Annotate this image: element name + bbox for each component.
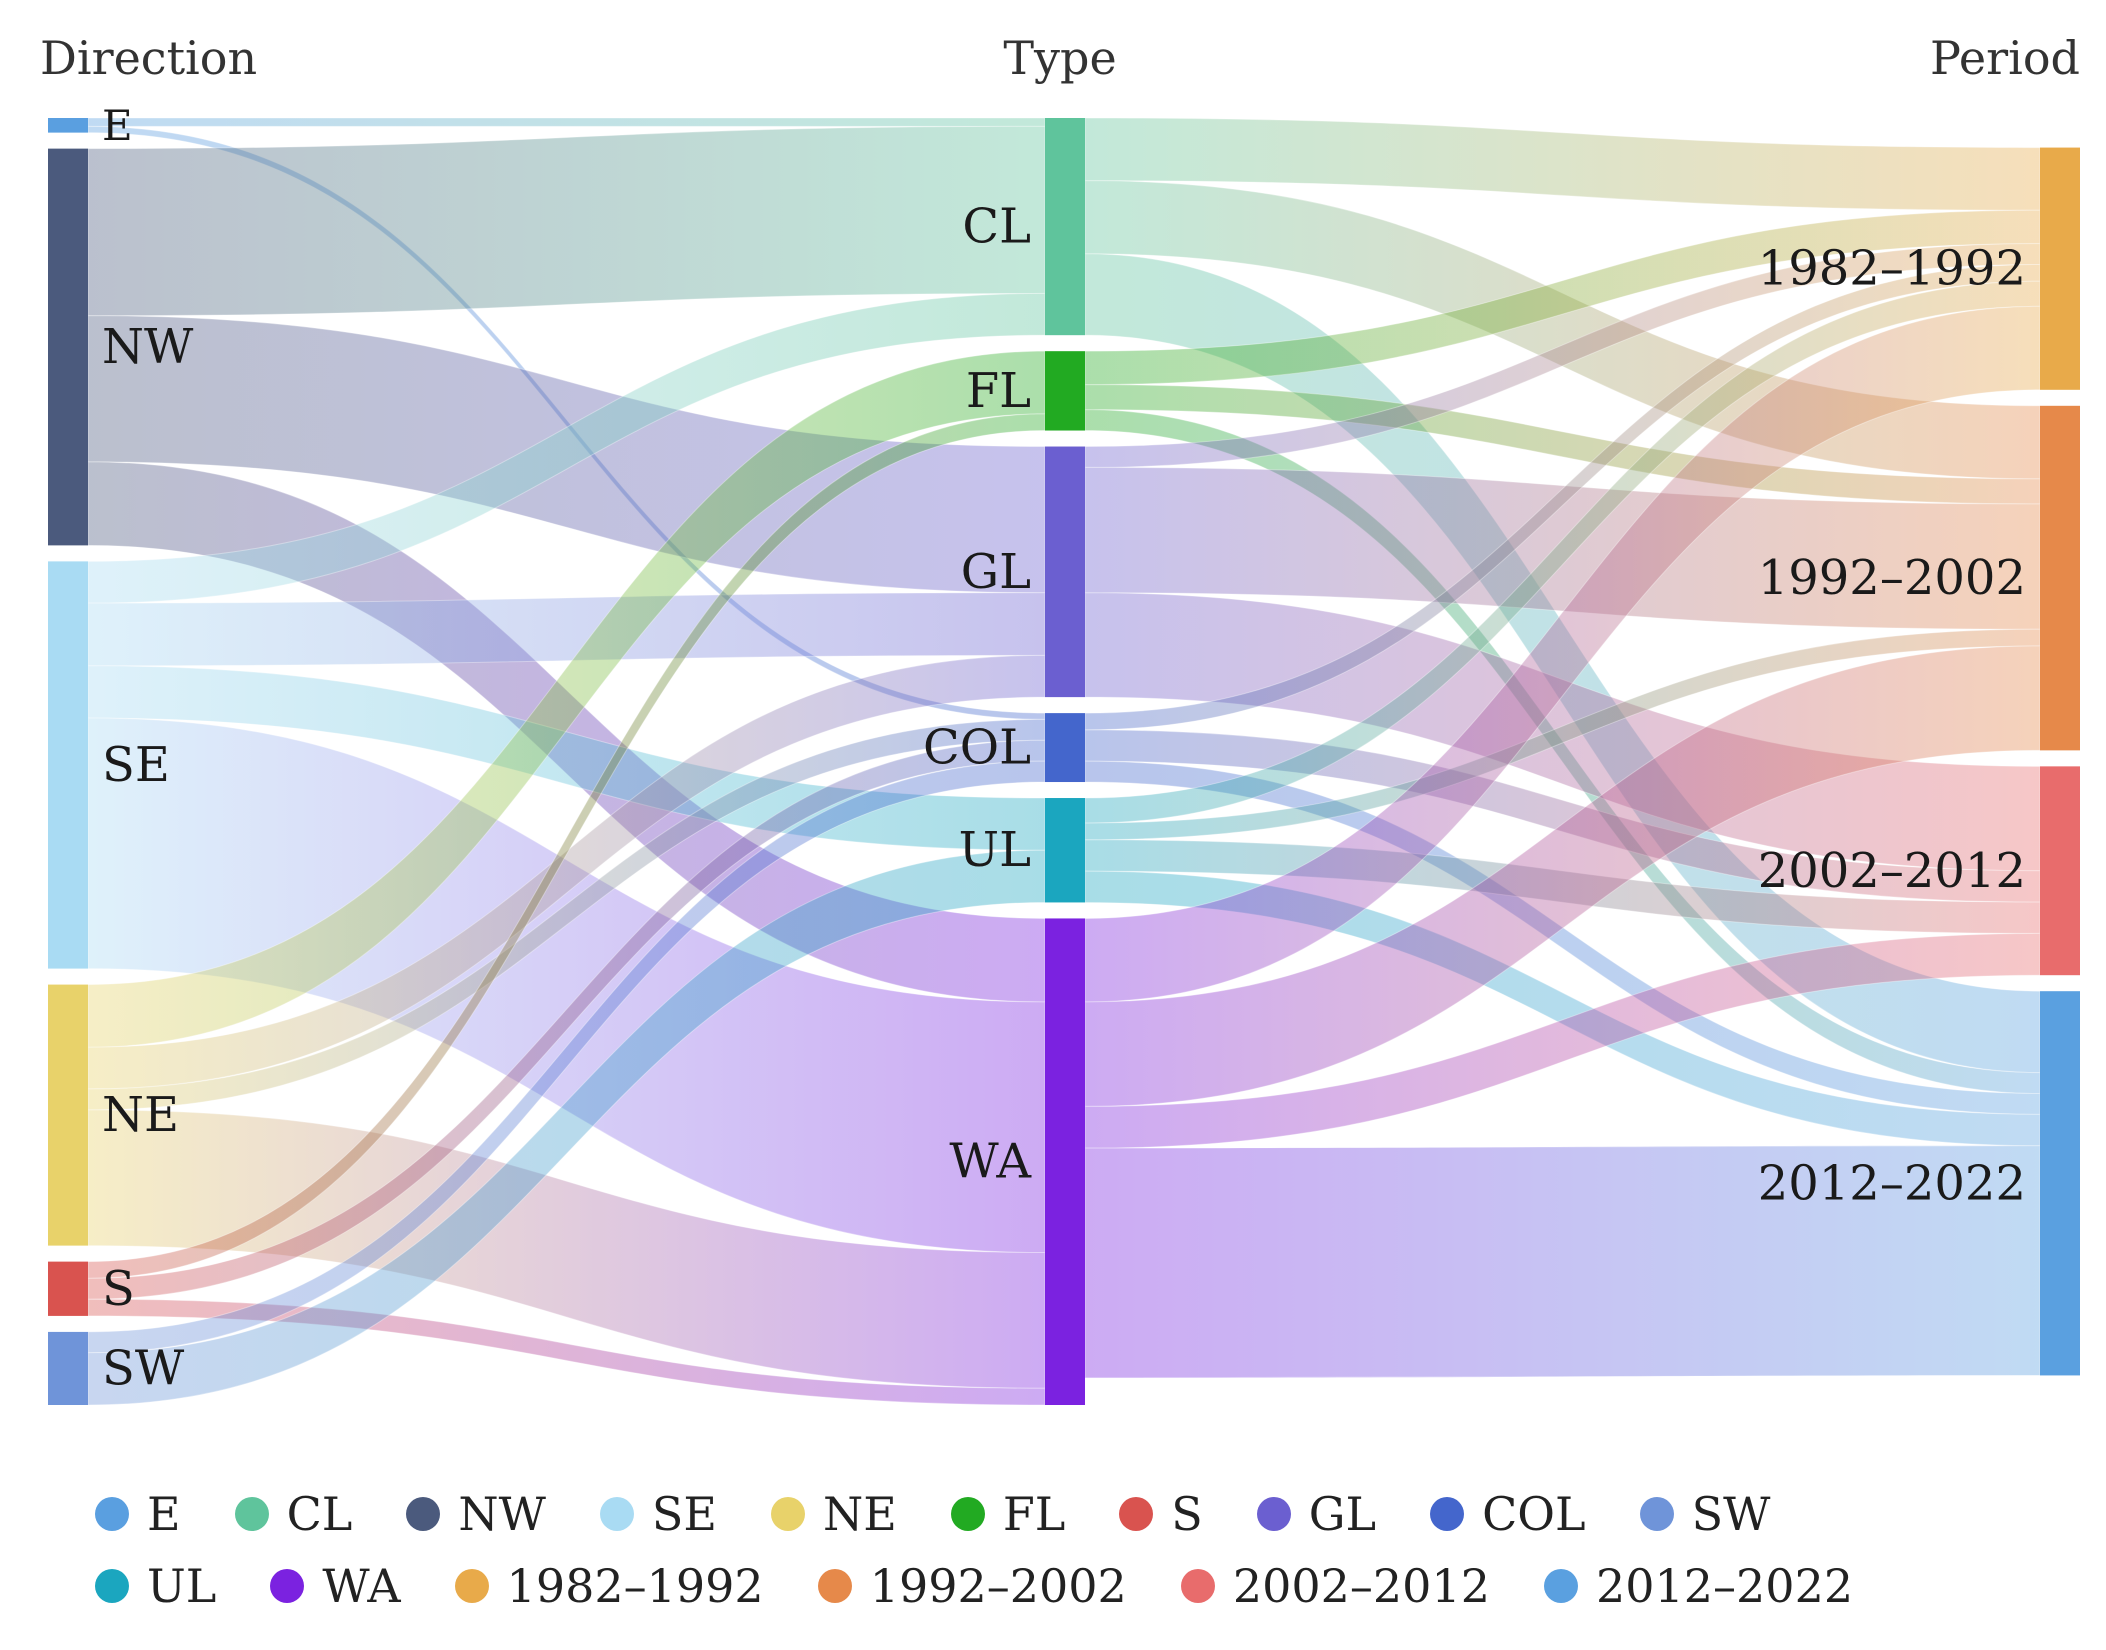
legend-item-1992-2002: 1992–2002 (817, 1559, 1127, 1613)
legend-swatch (95, 1497, 129, 1531)
legend-label: SE (651, 1487, 717, 1541)
legend-swatch (1180, 1569, 1215, 1603)
node-label-1982-1992: 1982–1992 (1758, 241, 2026, 297)
link-e-cl (87, 117, 1046, 127)
node-label-1992-2002: 1992–2002 (1758, 550, 2026, 606)
legend-swatch (950, 1497, 985, 1531)
legend-swatch (1256, 1497, 1291, 1531)
node-label-se: SE (102, 737, 170, 793)
node-2002-2012 (2040, 766, 2080, 976)
node-ul (1045, 798, 1085, 903)
legend-swatch (1639, 1497, 1674, 1531)
column-title-direction: Direction (40, 31, 257, 85)
legend-label: SW (1691, 1487, 1771, 1541)
legend-label: NE (822, 1487, 897, 1541)
link-ne-gl (87, 654, 1046, 1090)
links-layer (87, 117, 2041, 1406)
node-label-nw: NW (102, 319, 194, 375)
legend-item-s: S (1119, 1487, 1203, 1541)
column-title-type: Type (1003, 31, 1116, 85)
node-label-gl: GL (961, 544, 1031, 600)
legend-row: UL WA 1982–1992 1992–2002 2002–2012 2012–2022 (95, 1550, 2055, 1622)
legend-label: 2002–2012 (1232, 1559, 1490, 1613)
legend-swatch (270, 1569, 305, 1603)
node-s (48, 1261, 88, 1316)
legend-label: WA (322, 1559, 401, 1613)
legend-label: CL (286, 1487, 353, 1541)
node-label-2012-2022: 2012–2022 (1758, 1155, 2026, 1211)
node-label-e: E (102, 101, 133, 150)
legend-item-e: E (95, 1487, 181, 1541)
legend-label: FL (1002, 1487, 1066, 1541)
legend-item-ne: NE (770, 1487, 897, 1541)
node-se (48, 561, 88, 969)
legend-swatch (1430, 1497, 1465, 1531)
legend-item-wa: WA (270, 1559, 401, 1613)
node-col (1045, 713, 1085, 783)
node-1982-1992 (2040, 147, 2080, 390)
legend-swatch (454, 1569, 489, 1603)
node-label-ul: UL (959, 822, 1031, 878)
legend-label: 1992–2002 (869, 1559, 1127, 1613)
link-se-gl (87, 592, 1046, 667)
legend-swatch (817, 1569, 852, 1603)
sankey-chart: E NW SE NE S SW CL FL GL COL UL WA 1982–1992 1992–200… (40, 31, 2080, 1406)
legend-item-cl: CL (234, 1487, 353, 1541)
legend-swatch (770, 1497, 805, 1531)
node-e (48, 118, 88, 133)
legend-item-1982-1992: 1982–1992 (454, 1559, 764, 1613)
legend-item-se: SE (599, 1487, 717, 1541)
nodes-layer (48, 118, 2080, 1405)
labels-layer: E NW SE NE S SW CL FL GL COL UL WA 1982–1992 1992–200… (102, 101, 2026, 1397)
legend-swatch (1543, 1569, 1578, 1603)
legend-swatch (95, 1569, 129, 1603)
legend-item-nw: NW (406, 1487, 546, 1541)
node-label-ne: NE (102, 1087, 179, 1143)
node-1992-2002 (2040, 405, 2080, 751)
node-wa (1045, 918, 1085, 1405)
legend-label: 2012–2022 (1595, 1559, 1854, 1613)
node-cl (1045, 118, 1085, 336)
node-2012-2022 (2040, 991, 2080, 1376)
column-title-period: Period (1930, 31, 2080, 85)
legend: E CL NW SE NE FL S GL COL SW UL WA 1982–1992 1992–200… (95, 1478, 2055, 1622)
legend-label: COL (1482, 1487, 1586, 1541)
legend-label: GL (1308, 1487, 1377, 1541)
node-label-wa: WA (949, 1134, 1032, 1190)
node-ne (48, 984, 88, 1246)
node-gl (1045, 446, 1085, 698)
link-wa-p1 (1084, 305, 2041, 1003)
legend-swatch (234, 1497, 269, 1531)
legend-item-gl: GL (1256, 1487, 1377, 1541)
legend-label: NW (458, 1487, 546, 1541)
legend-item-2012-2022: 2012–2022 (1543, 1559, 1854, 1613)
legend-item-sw: SW (1639, 1487, 1771, 1541)
legend-label: 1982–1992 (506, 1559, 764, 1613)
node-label-col: COL (923, 720, 1031, 776)
legend-item-ul: UL (95, 1559, 216, 1613)
legend-label: S (1171, 1487, 1203, 1541)
legend-item-col: COL (1430, 1487, 1586, 1541)
node-label-cl: CL (962, 199, 1031, 255)
node-label-2002-2012: 2002–2012 (1758, 843, 2026, 899)
legend-label: E (147, 1487, 181, 1541)
node-label-fl: FL (966, 363, 1031, 419)
node-fl (1045, 351, 1085, 431)
legend-label: UL (147, 1559, 217, 1613)
node-nw (48, 148, 88, 546)
node-sw (48, 1331, 88, 1405)
legend-row: E CL NW SE NE FL S GL COL SW (95, 1478, 2055, 1550)
link-wa-p2 (1084, 645, 2041, 1107)
legend-item-fl: FL (950, 1487, 1066, 1541)
link-nw-cl (87, 125, 1046, 317)
column-titles: Direction Type Period (40, 31, 2080, 85)
legend-swatch (406, 1497, 441, 1531)
link-wa-p4 (1084, 1145, 2041, 1379)
legend-item-2002-2012: 2002–2012 (1180, 1559, 1490, 1613)
legend-swatch (599, 1497, 634, 1531)
node-label-sw: SW (102, 1340, 185, 1396)
legend-swatch (1119, 1497, 1154, 1531)
node-label-s: S (102, 1261, 135, 1317)
